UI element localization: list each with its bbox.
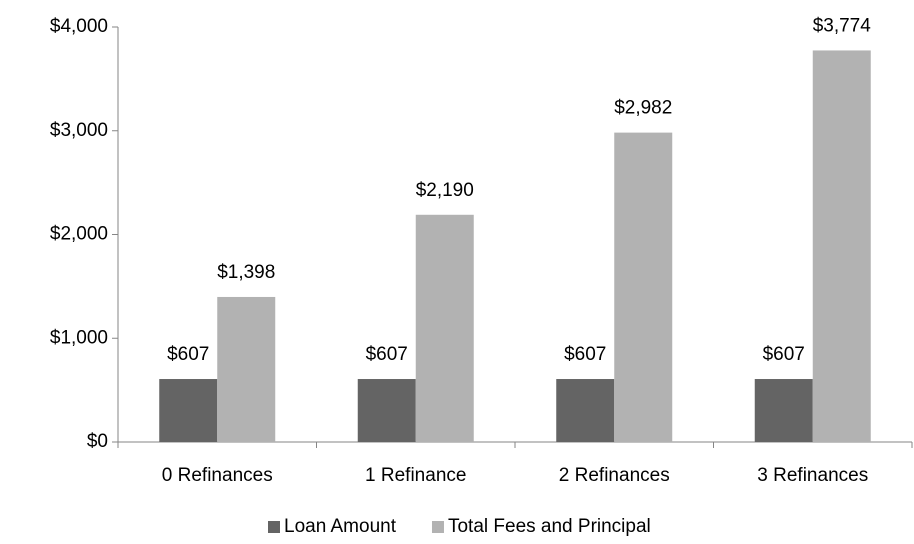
- bar: [357, 379, 416, 442]
- value-label: $607: [366, 344, 408, 365]
- bar: [217, 296, 276, 442]
- value-label: $607: [167, 344, 209, 365]
- y-tick-label: $4,000: [50, 16, 108, 37]
- value-label: $2,190: [416, 180, 474, 201]
- bar: [614, 132, 673, 442]
- value-label: $1,398: [217, 262, 275, 283]
- x-tick-label: 2 Refinances: [559, 465, 670, 486]
- value-label: $3,774: [813, 15, 872, 36]
- legend-label: Loan Amount: [284, 516, 397, 537]
- bar: [159, 379, 218, 442]
- x-tick-label: 3 Refinances: [757, 465, 868, 486]
- bar: [556, 379, 615, 442]
- y-tick-label: $1,000: [50, 327, 108, 348]
- y-tick-label: $3,000: [50, 120, 108, 141]
- bar: [812, 50, 871, 442]
- value-label: $2,982: [614, 98, 672, 119]
- y-tick-label: $2,000: [50, 224, 108, 245]
- bar: [415, 214, 474, 442]
- legend-swatch: [268, 521, 280, 533]
- y-tick-label: $0: [87, 431, 108, 452]
- legend-label: Total Fees and Principal: [448, 516, 651, 537]
- bar: [754, 379, 813, 442]
- value-label: $607: [763, 344, 805, 365]
- x-tick-label: 0 Refinances: [162, 465, 273, 486]
- value-label: $607: [564, 344, 606, 365]
- legend-swatch: [431, 521, 444, 533]
- x-tick-label: 1 Refinance: [365, 465, 466, 486]
